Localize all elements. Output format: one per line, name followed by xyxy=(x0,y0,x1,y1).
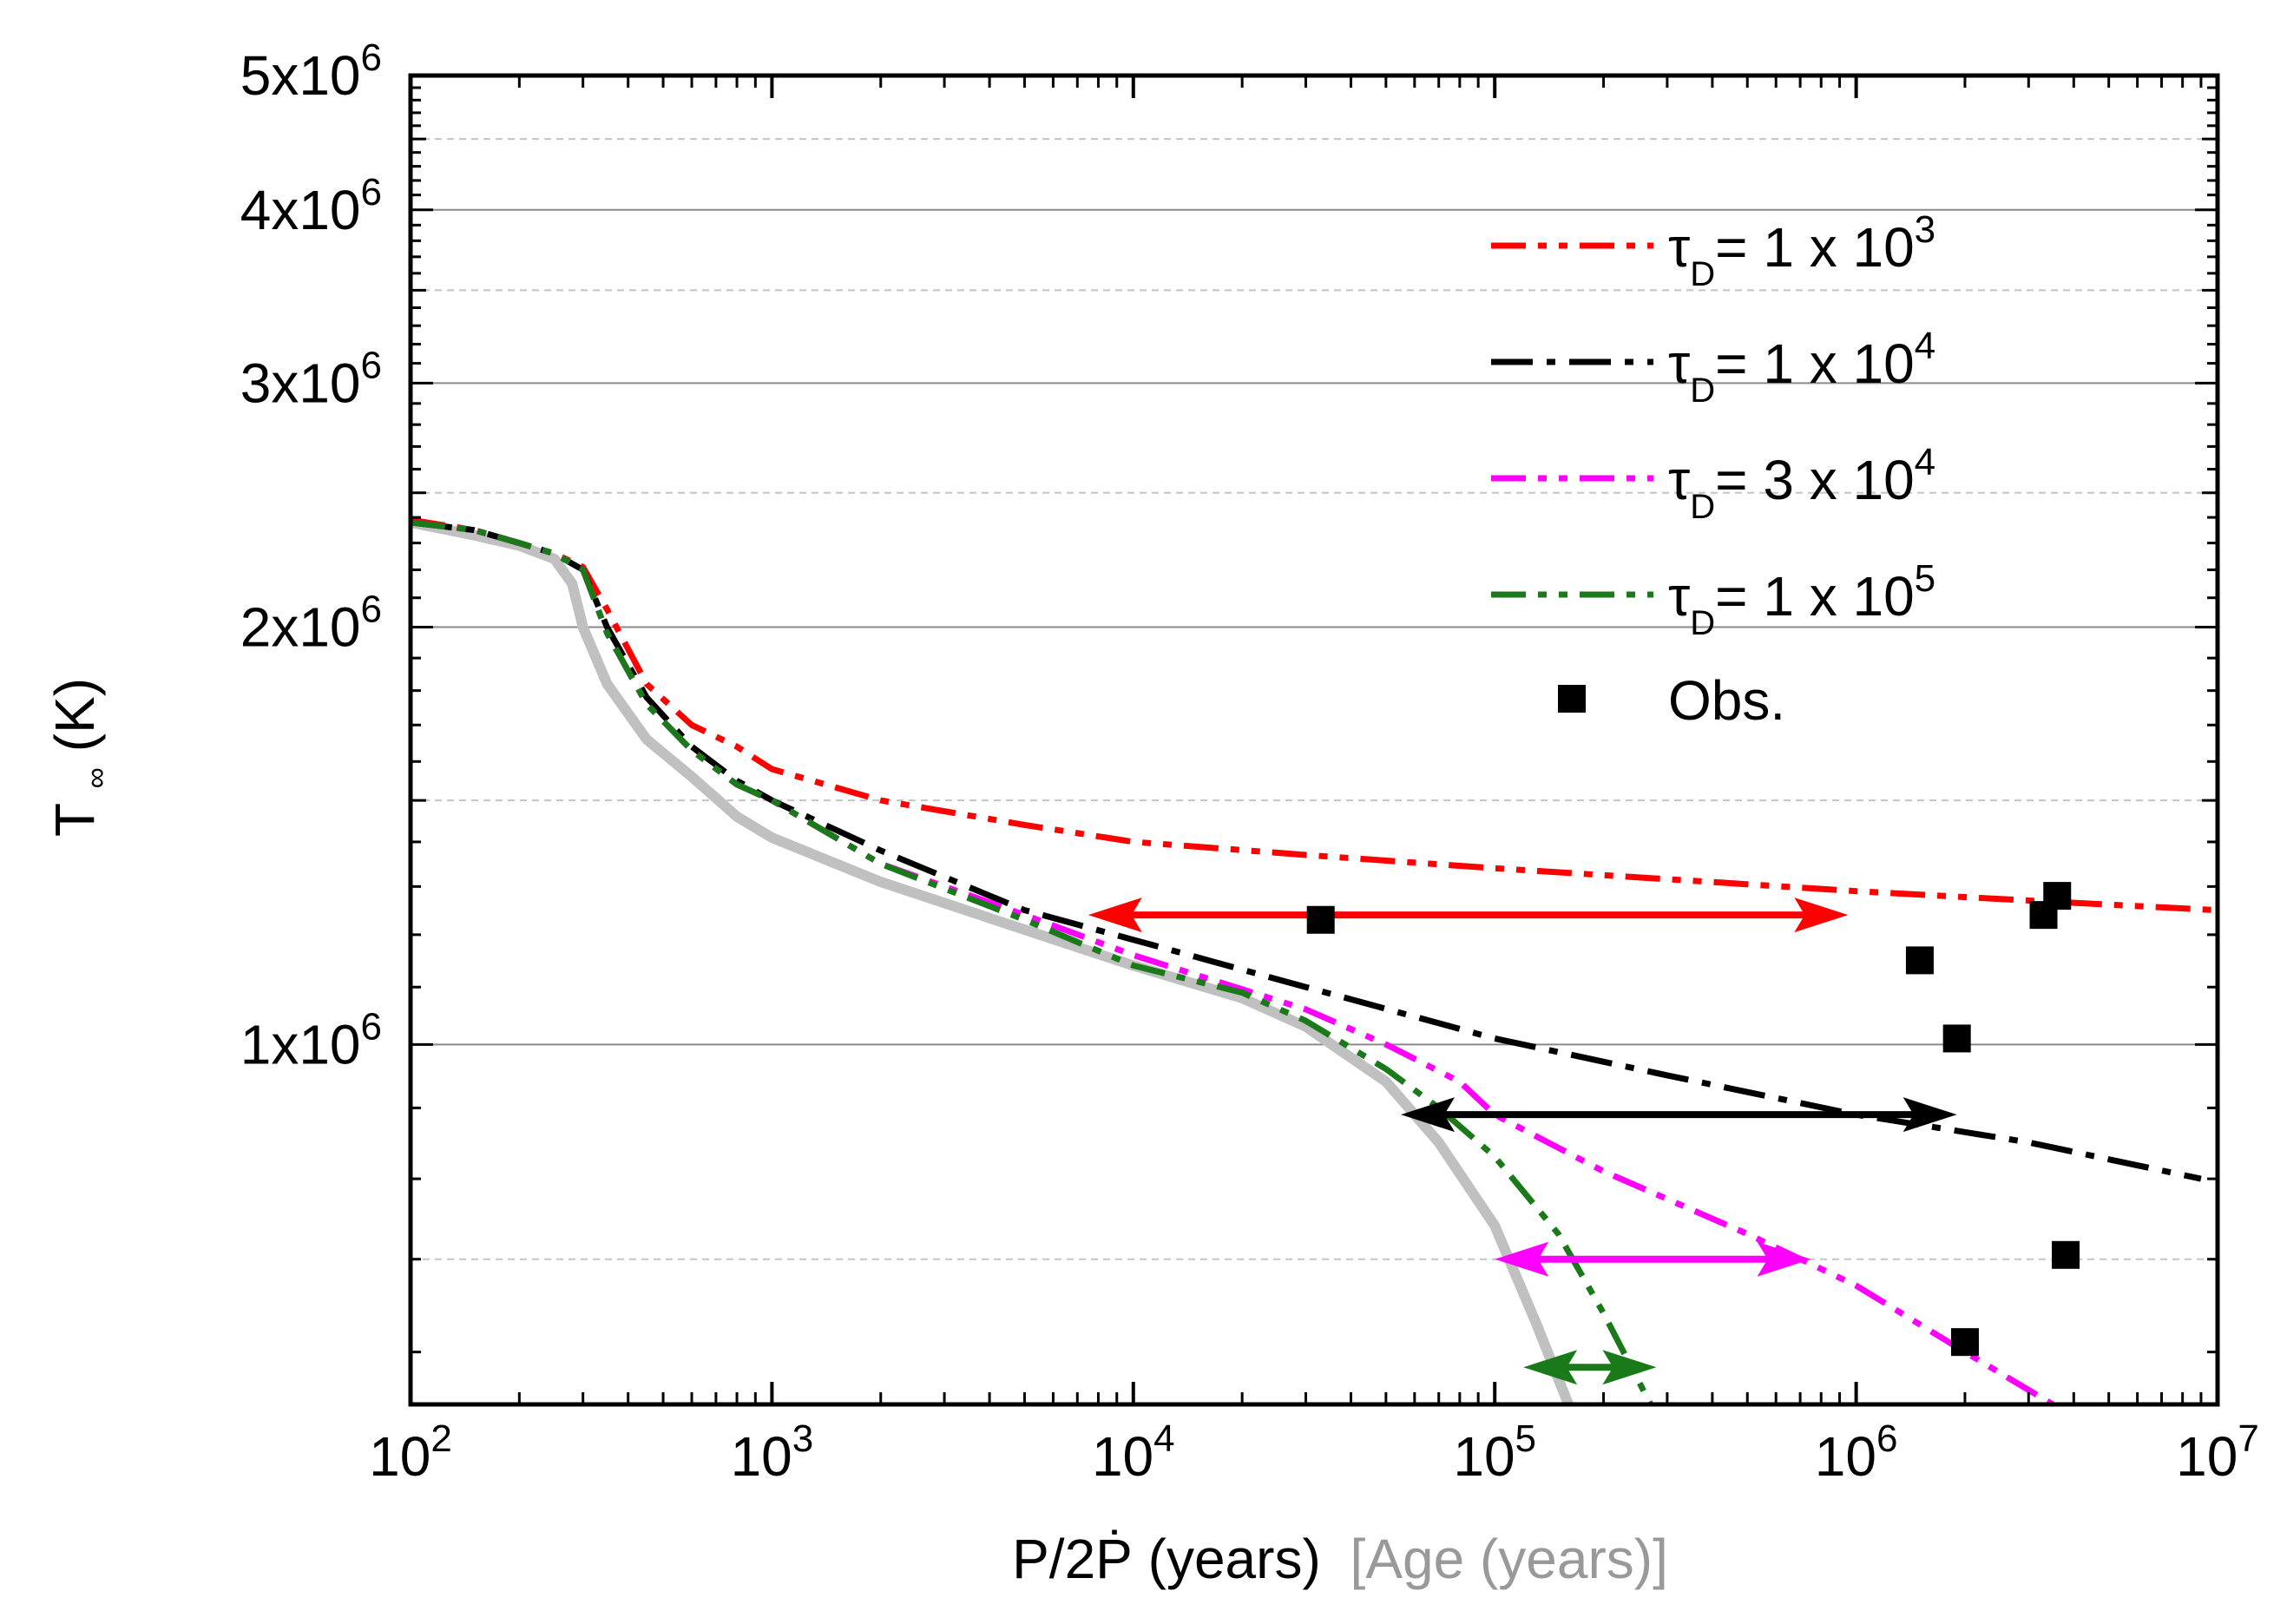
x-tick-mant: 10 xyxy=(1815,1425,1876,1488)
y-tick-exp: 6 xyxy=(361,344,382,386)
legend-sup: 4 xyxy=(1915,441,1935,483)
double-arrow xyxy=(1495,1241,1811,1277)
x-tick-labels: 102 103 104 105 106 107 xyxy=(369,1417,2259,1488)
obs-point xyxy=(1942,1024,1971,1053)
double-arrow xyxy=(1401,1097,1957,1133)
double-arrow xyxy=(1523,1350,1657,1385)
x-tick-mant: 10 xyxy=(369,1425,430,1488)
x-tick-label: 106 xyxy=(1815,1417,1898,1488)
x-tick-label: 103 xyxy=(731,1417,814,1488)
legend-tau: τ xyxy=(1668,449,1690,511)
arrow-head-right xyxy=(1903,1097,1957,1133)
x-tick-mant: 10 xyxy=(1453,1425,1515,1488)
x-tick-mant: 10 xyxy=(731,1425,792,1488)
x-axis-label-main: P/2Ṗ (years) xyxy=(1012,1528,1321,1590)
arrow-head-left xyxy=(1523,1350,1578,1385)
x-tick-exp: 3 xyxy=(792,1417,813,1460)
legend-label: τD= 1 x 105 xyxy=(1668,557,1935,642)
arrow-head-right xyxy=(1757,1241,1811,1277)
legend-tau: τ xyxy=(1668,216,1690,279)
series-line-3 xyxy=(410,519,2054,1408)
series-line-1 xyxy=(410,516,2218,914)
series-line-0 xyxy=(409,517,1574,1407)
gridlines xyxy=(411,138,2218,1260)
y-tick-mant: 3x10 xyxy=(240,352,361,414)
legend-tau: τ xyxy=(1668,565,1690,628)
arrow-head-left xyxy=(1495,1241,1549,1277)
legend-sub: D xyxy=(1690,604,1715,642)
legend-main: = 1 x 10 xyxy=(1715,332,1915,395)
y-tick-mant: 1x10 xyxy=(240,1013,361,1075)
y-axis-label: T ∞ (K) xyxy=(43,678,118,837)
legend-tau: τ xyxy=(1668,332,1690,395)
x-tick-exp: 6 xyxy=(1876,1417,1897,1460)
legend-sup: 4 xyxy=(1915,325,1935,367)
arrow-layer xyxy=(1088,897,1957,1385)
series-line-4 xyxy=(410,519,1653,1406)
x-tick-exp: 7 xyxy=(2238,1417,2258,1460)
y-tick-label: 2x106 xyxy=(240,588,382,659)
y-tick-mant: 5x10 xyxy=(240,44,361,107)
y-tick-exp: 6 xyxy=(361,36,382,79)
y-axis-label-unit: (K) xyxy=(43,678,106,752)
x-axis-label-secondary: [Age (years)] xyxy=(1351,1528,1668,1590)
obs-point xyxy=(2052,1240,2080,1269)
plot-frame xyxy=(408,73,2220,1407)
y-tick-label: 1x106 xyxy=(240,1005,382,1075)
arrow-head-right xyxy=(1794,897,1849,933)
series-layer xyxy=(409,516,2218,1408)
legend-sub: D xyxy=(1690,255,1715,293)
obs-point xyxy=(1306,905,1335,934)
x-tick-label: 107 xyxy=(2176,1417,2259,1488)
x-tick-exp: 4 xyxy=(1153,1417,1174,1460)
legend-sub: D xyxy=(1690,371,1715,410)
y-axis-label-sub: ∞ xyxy=(80,767,113,788)
obs-point xyxy=(1950,1328,1979,1357)
y-axis-label-main: T xyxy=(43,804,106,837)
legend-sub: D xyxy=(1690,488,1715,526)
x-tick-label: 104 xyxy=(1092,1417,1175,1488)
legend-sup: 5 xyxy=(1915,557,1935,600)
y-tick-exp: 6 xyxy=(361,171,382,214)
x-tick-exp: 2 xyxy=(430,1417,451,1460)
y-tick-label: 3x106 xyxy=(240,344,382,414)
tick-marks xyxy=(409,74,2219,1404)
obs-point xyxy=(1905,946,1934,975)
arrow-head-left xyxy=(1088,897,1142,933)
legend-label: τD= 1 x 104 xyxy=(1668,325,1935,410)
legend-obs-swatch xyxy=(1558,685,1586,713)
x-tick-mant: 10 xyxy=(2176,1425,2238,1488)
arrow-head-left xyxy=(1401,1097,1456,1133)
legend-label: τD= 3 x 104 xyxy=(1668,441,1935,526)
x-axis-label: P/2Ṗ (years) [Age (years)] xyxy=(1012,1528,1668,1590)
legend-main: = 1 x 10 xyxy=(1715,216,1915,279)
y-tick-label: 5x106 xyxy=(240,36,382,107)
observation-layer xyxy=(1306,882,2080,1357)
x-tick-exp: 5 xyxy=(1515,1417,1536,1460)
obs-point xyxy=(2043,882,2072,911)
legend-main: = 1 x 10 xyxy=(1715,565,1915,628)
y-tick-mant: 2x10 xyxy=(240,596,361,659)
x-tick-mant: 10 xyxy=(1092,1425,1153,1488)
y-tick-label: 4x106 xyxy=(240,171,382,241)
double-arrow xyxy=(1088,897,1849,933)
y-tick-exp: 6 xyxy=(361,1005,382,1048)
legend-obs-label: Obs. xyxy=(1668,669,1785,732)
legend-main: = 3 x 10 xyxy=(1715,449,1915,511)
x-tick-label: 102 xyxy=(369,1417,452,1488)
y-tick-mant: 4x10 xyxy=(240,179,361,241)
y-tick-exp: 6 xyxy=(361,588,382,631)
series-line-2 xyxy=(410,519,2202,1182)
legend-label: τD= 1 x 103 xyxy=(1668,208,1935,293)
x-tick-label: 105 xyxy=(1453,1417,1536,1488)
legend-sup: 3 xyxy=(1915,208,1935,251)
arrow-head-right xyxy=(1602,1350,1657,1385)
